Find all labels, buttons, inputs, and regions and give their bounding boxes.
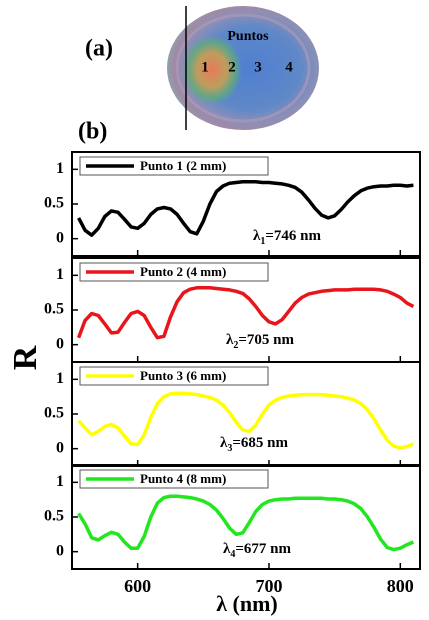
panel-label: (b): [78, 119, 107, 145]
legend-label: Punto 4 (8 mm): [140, 471, 226, 486]
annotation-text: =677 nm: [235, 541, 291, 557]
y-tick-label: 0.5: [44, 405, 64, 422]
spectrum-line: [77, 180, 414, 237]
legend-box: [79, 366, 269, 386]
y-tick-label: 0.5: [44, 195, 64, 212]
legend-box: [79, 156, 269, 176]
x-tick-label: 800: [387, 576, 414, 596]
point-label: 3: [254, 59, 262, 75]
x-tick-label: 600: [124, 576, 151, 596]
points-title: Puntos: [227, 29, 269, 44]
annotation-subscript: 2: [233, 340, 238, 351]
y-tick-label: 0: [56, 335, 64, 352]
annotation-text: =685 nm: [232, 435, 288, 451]
plot-panel: 0 0.5 1 Punto 3 (6 mm) λ3=685 nm: [44, 361, 421, 467]
y-tick-label: 1: [56, 160, 64, 177]
legend-box: [79, 469, 269, 489]
annotation-text: =746 nm: [265, 228, 321, 244]
annotation-subscript: 1: [260, 236, 265, 247]
panel-label: (a): [85, 36, 113, 62]
panel-a: (a) Puntos 1 2 3 4: [85, 6, 319, 130]
spectrum-line: [76, 286, 415, 340]
annotation: λ2=705 nm: [226, 332, 295, 351]
y-tick-label: 1: [56, 473, 64, 490]
plot-panel: 0 0.5 1 600 700 800 Punto 4 (8 mm) λ4=677 nm: [44, 464, 421, 596]
spectrum-line: [77, 391, 415, 450]
y-tick-label: 0: [56, 439, 64, 456]
point-label: 1: [201, 59, 209, 75]
legend-label: Punto 1 (2 mm): [140, 158, 226, 173]
y-axis-label: R: [7, 345, 44, 370]
point-label: 2: [228, 59, 236, 75]
annotation-symbol: λ: [220, 435, 228, 451]
sample-ring: [175, 13, 311, 123]
legend-label: Punto 3 (6 mm): [140, 368, 226, 383]
annotation: λ1=746 nm: [253, 228, 322, 247]
sample-region: [182, 35, 242, 105]
annotation-text: =705 nm: [238, 332, 294, 348]
y-tick-label: 0: [56, 229, 64, 246]
point-label: 4: [285, 59, 293, 75]
legend-label: Punto 2 (4 mm): [140, 264, 226, 279]
spectrum-line: [77, 494, 415, 552]
annotation: λ4=677 nm: [223, 541, 292, 560]
y-tick-label: 0: [56, 542, 64, 559]
plot-panel: 00.51 Punto 1 (2 mm)λ1=746 nm: [44, 151, 421, 257]
y-tick-label: 0.5: [44, 508, 64, 525]
y-tick-label: 1: [56, 370, 64, 387]
annotation-subscript: 4: [230, 549, 235, 560]
y-tick-label: 0.5: [44, 301, 64, 318]
annotation-symbol: λ: [223, 541, 231, 557]
plot-panel: 0 0.5 1 Punto 2 (4 mm) λ2=705 nm: [44, 257, 421, 363]
annotation-symbol: λ: [226, 332, 234, 348]
x-tick-label: 700: [255, 576, 282, 596]
annotation: λ3=685 nm: [220, 435, 289, 454]
legend-box: [79, 262, 269, 282]
annotation-symbol: λ: [253, 228, 261, 244]
y-tick-label: 1: [56, 266, 64, 283]
annotation-subscript: 3: [227, 443, 232, 454]
x-axis-label: λ (nm): [216, 591, 278, 616]
